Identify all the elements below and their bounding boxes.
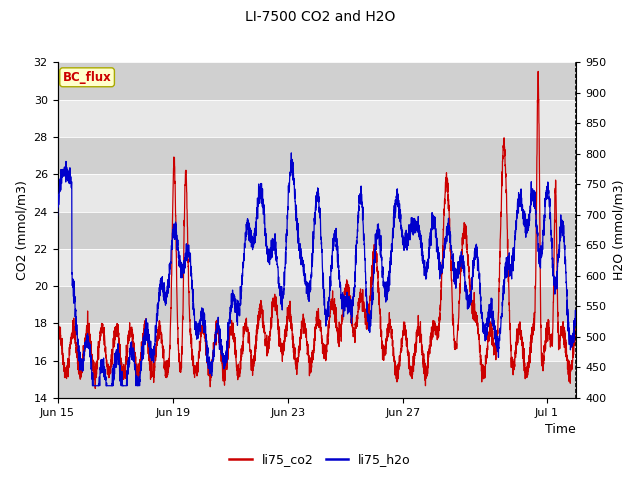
li75_co2 xyxy=(198,322,206,328)
li75_h2o xyxy=(287,150,295,156)
li75_co2 xyxy=(367,285,375,290)
Bar xyxy=(58,212,575,249)
li75_h2o xyxy=(572,322,579,328)
li75_co2 xyxy=(523,365,531,371)
Text: BC_flux: BC_flux xyxy=(63,71,111,84)
li75_h2o xyxy=(523,222,531,228)
Y-axis label: H2O (mmol/m3): H2O (mmol/m3) xyxy=(612,180,625,280)
li75_h2o xyxy=(572,307,579,313)
li75_h2o xyxy=(165,284,173,290)
Bar xyxy=(58,137,575,174)
Legend: li75_co2, li75_h2o: li75_co2, li75_h2o xyxy=(224,448,416,471)
Y-axis label: CO2 (mmol/m3): CO2 (mmol/m3) xyxy=(15,180,28,280)
Bar xyxy=(58,324,575,360)
li75_co2 xyxy=(572,329,579,335)
Bar xyxy=(58,249,575,286)
Line: li75_h2o: li75_h2o xyxy=(58,153,575,386)
li75_h2o xyxy=(54,213,61,219)
X-axis label: Time: Time xyxy=(545,423,575,436)
li75_co2 xyxy=(376,311,384,317)
li75_h2o xyxy=(367,312,375,318)
li75_co2 xyxy=(534,69,542,74)
li75_co2 xyxy=(572,331,579,336)
li75_h2o xyxy=(376,245,384,251)
li75_co2 xyxy=(54,327,61,333)
Bar xyxy=(58,62,575,100)
li75_co2 xyxy=(92,385,99,391)
Bar xyxy=(58,174,575,212)
li75_h2o xyxy=(89,383,97,389)
li75_h2o xyxy=(198,314,206,320)
Bar xyxy=(58,100,575,137)
li75_co2 xyxy=(165,359,173,364)
Bar xyxy=(58,360,575,398)
Line: li75_co2: li75_co2 xyxy=(58,72,575,388)
Text: LI-7500 CO2 and H2O: LI-7500 CO2 and H2O xyxy=(245,10,395,24)
Bar xyxy=(58,286,575,324)
